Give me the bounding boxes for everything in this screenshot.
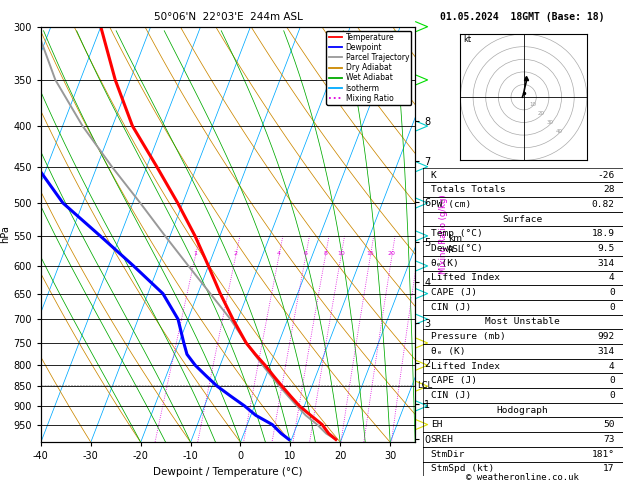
Text: EH: EH [431,420,442,429]
Text: 0.82: 0.82 [592,200,615,209]
Text: PW (cm): PW (cm) [431,200,471,209]
Text: 17: 17 [603,465,615,473]
Text: 18.9: 18.9 [592,229,615,238]
Legend: Temperature, Dewpoint, Parcel Trajectory, Dry Adiabat, Wet Adiabat, Isotherm, Mi: Temperature, Dewpoint, Parcel Trajectory… [326,31,411,105]
Text: StmSpd (kt): StmSpd (kt) [431,465,494,473]
Text: 314: 314 [598,259,615,268]
Text: Most Unstable: Most Unstable [486,317,560,327]
Text: CIN (J): CIN (J) [431,391,471,400]
Text: 0: 0 [609,391,615,400]
Text: 992: 992 [598,332,615,341]
Text: -26: -26 [598,171,615,179]
Text: 4: 4 [277,251,281,256]
Text: SREH: SREH [431,435,454,444]
Text: 2: 2 [234,251,238,256]
Text: 20: 20 [538,111,545,116]
Text: 0: 0 [609,288,615,297]
Text: Dewp (°C): Dewp (°C) [431,244,482,253]
Y-axis label: km
ASL: km ASL [447,235,464,254]
Text: 15: 15 [367,251,374,256]
Text: 10: 10 [337,251,345,256]
Text: 0: 0 [609,303,615,312]
Text: kt: kt [463,35,471,44]
Text: 0: 0 [609,376,615,385]
Text: θₑ(K): θₑ(K) [431,259,459,268]
Text: © weatheronline.co.uk: © weatheronline.co.uk [466,473,579,482]
Y-axis label: hPa: hPa [1,226,11,243]
Text: 1: 1 [194,251,198,256]
Text: 28: 28 [603,185,615,194]
Text: Lifted Index: Lifted Index [431,362,499,370]
Text: Pressure (mb): Pressure (mb) [431,332,506,341]
Text: CAPE (J): CAPE (J) [431,288,477,297]
Text: K: K [431,171,437,179]
Text: CAPE (J): CAPE (J) [431,376,477,385]
Text: 4: 4 [609,362,615,370]
Text: 50°06'N  22°03'E  244m ASL: 50°06'N 22°03'E 244m ASL [153,12,303,22]
Text: 73: 73 [603,435,615,444]
Text: LCL: LCL [416,381,431,390]
Text: Lifted Index: Lifted Index [431,274,499,282]
Text: 4: 4 [609,274,615,282]
Text: 50: 50 [603,420,615,429]
Text: Temp (°C): Temp (°C) [431,229,482,238]
Text: 40: 40 [555,129,562,134]
Text: 314: 314 [598,347,615,356]
Text: Surface: Surface [503,215,543,224]
Text: 9.5: 9.5 [598,244,615,253]
Text: Totals Totals: Totals Totals [431,185,506,194]
Text: 30: 30 [547,120,554,125]
Text: 6: 6 [304,251,308,256]
Text: CIN (J): CIN (J) [431,303,471,312]
Text: 01.05.2024  18GMT (Base: 18): 01.05.2024 18GMT (Base: 18) [440,12,605,22]
Text: Mixing Ratio (g/kg): Mixing Ratio (g/kg) [440,195,448,274]
Text: 8: 8 [323,251,327,256]
Text: 20: 20 [388,251,396,256]
Text: 10: 10 [529,102,536,107]
Text: 181°: 181° [592,450,615,459]
X-axis label: Dewpoint / Temperature (°C): Dewpoint / Temperature (°C) [153,467,303,477]
Text: StmDir: StmDir [431,450,465,459]
Text: Hodograph: Hodograph [497,406,548,415]
Text: θₑ (K): θₑ (K) [431,347,465,356]
